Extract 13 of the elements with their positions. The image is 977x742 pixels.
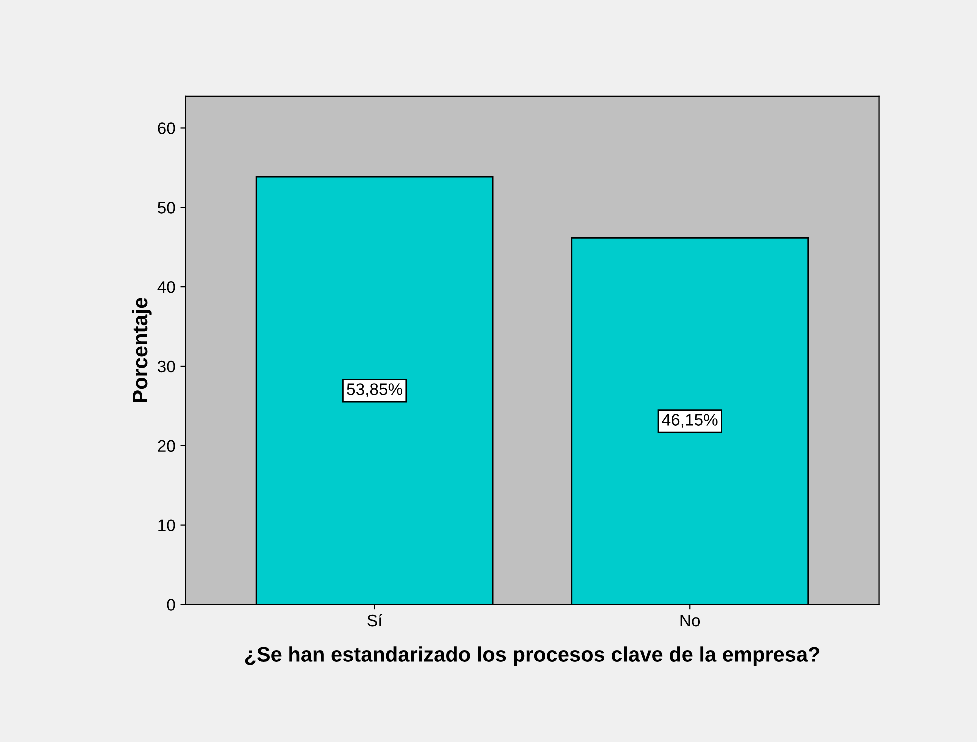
y-tick-label: 60 xyxy=(158,122,176,134)
data-label: 46,15% xyxy=(662,414,718,428)
data-label: 53,85% xyxy=(347,384,402,398)
y-tick-label: 0 xyxy=(167,599,176,611)
y-tick-label: 40 xyxy=(158,281,176,294)
y-tick-label: 50 xyxy=(158,202,176,214)
x-axis-title: ¿Se han estandarizado los procesos clave de la empresa? xyxy=(245,646,820,666)
x-tick-label: Sí xyxy=(368,614,383,627)
y-tick-label: 20 xyxy=(158,440,176,452)
x-tick-label: No xyxy=(680,615,700,627)
y-tick-label: 10 xyxy=(158,520,176,532)
y-tick-label: 30 xyxy=(158,360,176,373)
y-axis-title: Porcentaje xyxy=(132,298,152,402)
